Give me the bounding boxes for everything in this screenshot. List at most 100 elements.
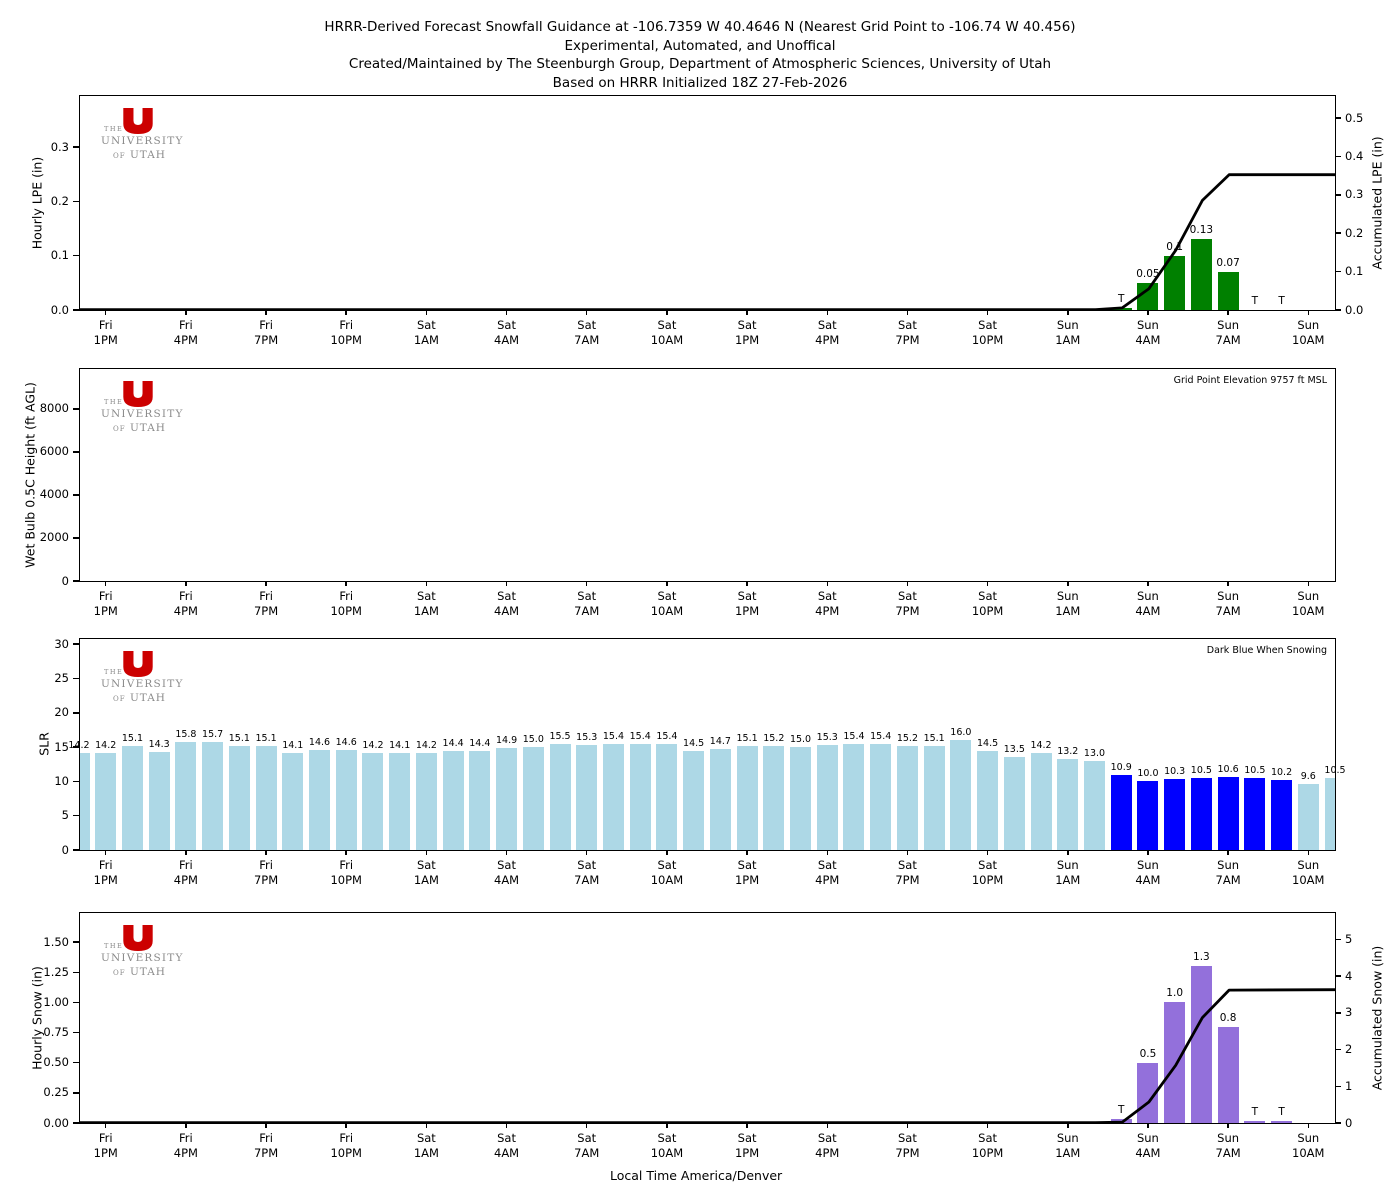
- slr-ytick-mark: [73, 643, 79, 645]
- slr-bar-value: 13.5: [1003, 744, 1025, 756]
- hourly_snow-ytick-label: 0.25: [43, 1085, 69, 1100]
- slr-bar: [202, 742, 224, 850]
- wet_bulb-xtick-mark: [1227, 581, 1229, 586]
- slr-bar-value: 15.1: [121, 733, 144, 745]
- slr-bar-value: 15.1: [736, 733, 758, 745]
- wet_bulb-xtick-mark: [505, 581, 508, 586]
- logo-of-utah: OF UTAH: [113, 966, 166, 978]
- slr-bar: [469, 751, 491, 850]
- wet_bulb-plot-area: [79, 368, 1336, 582]
- hourly_lpe-y-axis-label-right: Accumulated LPE (in): [1369, 135, 1385, 270]
- slr-bar-value: 10.6: [1217, 764, 1239, 776]
- slr-snowing-bar: [1137, 781, 1159, 850]
- hourly_snow-xtick-mark: [104, 1123, 107, 1128]
- hourly_lpe-xtick-label: Fri 10PM: [330, 318, 362, 347]
- slr-xtick-label: Fri 4PM: [173, 858, 198, 887]
- slr-bar-value: 14.9: [495, 734, 518, 746]
- wet_bulb-ytick-label: 8000: [39, 401, 69, 416]
- slr-bar: [175, 741, 197, 850]
- slr-bar-value: 15.7: [202, 729, 224, 741]
- hourly_snow-xtick-mark: [746, 1123, 748, 1128]
- wet_bulb-xtick-mark: [906, 581, 909, 586]
- slr-bar: [816, 745, 838, 850]
- wet_bulb-xtick-mark: [1147, 581, 1149, 586]
- hourly_snow-bar-value: 1.0: [1166, 987, 1183, 1000]
- wet_bulb-xtick-label: Sat 4PM: [815, 589, 840, 618]
- hourly_snow-ytick-label-right: 5: [1345, 932, 1353, 947]
- hourly_snow-ytick-label: 0.00: [43, 1115, 69, 1130]
- slr-xtick-label: Fri 1PM: [93, 858, 118, 887]
- hourly_lpe-xtick-label: Sat 1PM: [734, 318, 760, 347]
- slr-bar-value: 15.5: [549, 730, 571, 742]
- hourly_snow-ytick-mark: [73, 1001, 79, 1004]
- wet_bulb-y-axis-label-left: Wet Bulb 0.5C Height (ft AGL): [22, 381, 38, 568]
- hourly_snow-bar: [1244, 1121, 1266, 1123]
- slr-bar-value: 15.1: [923, 733, 945, 745]
- logo-university: UNIVERSITY: [101, 952, 184, 964]
- hourly_snow-ytick-label: 1.25: [43, 964, 69, 979]
- slr-bar-value: 16.0: [950, 727, 972, 739]
- slr-bar: [335, 749, 357, 850]
- wet_bulb-xtick-label: Fri 1PM: [93, 589, 118, 618]
- title-line-2: Experimental, Automated, and Unoffical: [564, 37, 836, 54]
- slr-xtick-label: Fri 7PM: [253, 858, 279, 887]
- hourly_snow-xtick-mark: [185, 1123, 187, 1128]
- slr-ytick-label: 15: [54, 739, 69, 754]
- hourly_lpe-ytick-label-right: 0.4: [1345, 148, 1364, 163]
- wet_bulb-ytick-mark: [73, 537, 79, 539]
- slr-bar: [1083, 760, 1105, 850]
- hourly_snow-bar-value: T: [1117, 1104, 1125, 1117]
- wet_bulb-ytick-label: 2000: [39, 530, 69, 545]
- title-line-4: Based on HRRR Initialized 18Z 27-Feb-202…: [552, 74, 848, 91]
- slr-bar-value: 15.2: [763, 732, 785, 744]
- block-u-icon: [123, 925, 153, 951]
- hourly_snow-ytick-label-right: 0: [1345, 1115, 1353, 1130]
- slr-bar-value: 15.3: [576, 732, 598, 744]
- slr-bar-value: 14.2: [1030, 739, 1052, 751]
- hourly_snow-xtick-label: Sat 4AM: [494, 1131, 520, 1160]
- hourly_lpe-ytick-mark: [73, 200, 79, 203]
- slr-bar: [950, 740, 972, 850]
- slr-bar-value: 14.6: [335, 736, 357, 748]
- hourly_lpe-ytick-mark-right: [1335, 117, 1341, 119]
- wet_bulb-xtick-label: Fri 10PM: [330, 589, 362, 618]
- wet_bulb-xtick-label: Sun 4AM: [1135, 589, 1161, 618]
- hourly_snow-ytick-mark-right: [1335, 1012, 1341, 1014]
- slr-snowing-bar: [1217, 777, 1239, 850]
- hourly_snow-ytick-mark-right: [1335, 1122, 1341, 1124]
- hourly_snow-ytick-label-right: 1: [1345, 1078, 1353, 1093]
- hourly_snow-xtick-mark: [425, 1123, 428, 1128]
- hourly_snow-bar: [1217, 1026, 1239, 1123]
- hourly_snow-xtick-mark: [1147, 1123, 1149, 1128]
- wet_bulb-xtick-label: Sat 10AM: [650, 589, 684, 618]
- logo-university: UNIVERSITY: [101, 408, 184, 420]
- wet_bulb-ytick-mark: [73, 580, 79, 582]
- slr-bar-value: 14.1: [282, 740, 304, 752]
- logo-of-utah: OF UTAH: [113, 149, 166, 161]
- hourly_lpe-xtick-label: Sat 7PM: [895, 318, 920, 347]
- slr-bar: [736, 746, 758, 850]
- wet_bulb-ytick-label: 4000: [39, 487, 69, 502]
- slr-xtick-mark: [425, 850, 428, 855]
- hourly_snow-xtick-label: Sun 7AM: [1215, 1131, 1241, 1160]
- title-line-3: Created/Maintained by The Steenburgh Gro…: [348, 56, 1052, 72]
- wet_bulb-xtick-mark: [425, 581, 428, 586]
- slr-bar-value: 15.4: [602, 731, 625, 743]
- slr-bar-value: 10.5: [1190, 764, 1212, 776]
- hourly_snow-xtick-mark: [906, 1123, 909, 1128]
- hourly_lpe-bar-value: 0.07: [1216, 256, 1240, 269]
- slr-y-axis-label-left: SLR: [36, 732, 52, 756]
- slr-bar: [415, 752, 437, 850]
- hourly_snow-xtick-mark: [505, 1123, 508, 1128]
- slr-xtick-mark: [746, 850, 748, 855]
- hourly_lpe-ytick-label-right: 0.2: [1345, 225, 1364, 240]
- title-line-1: HRRR-Derived Forecast Snowfall Guidance …: [324, 19, 1076, 35]
- slr-bar-value: 14.4: [442, 738, 464, 750]
- hourly_snow-xtick-label: Sat 7AM: [574, 1131, 600, 1160]
- slr-bar: [790, 747, 812, 850]
- hourly_snow-xtick-label: Sat 4PM: [815, 1131, 840, 1160]
- wet_bulb-xtick-label: Sat 4AM: [494, 589, 520, 618]
- slr-xtick-mark: [104, 850, 107, 855]
- slr-xtick-mark: [986, 850, 989, 855]
- hourly_snow-ytick-label: 1.00: [43, 994, 69, 1009]
